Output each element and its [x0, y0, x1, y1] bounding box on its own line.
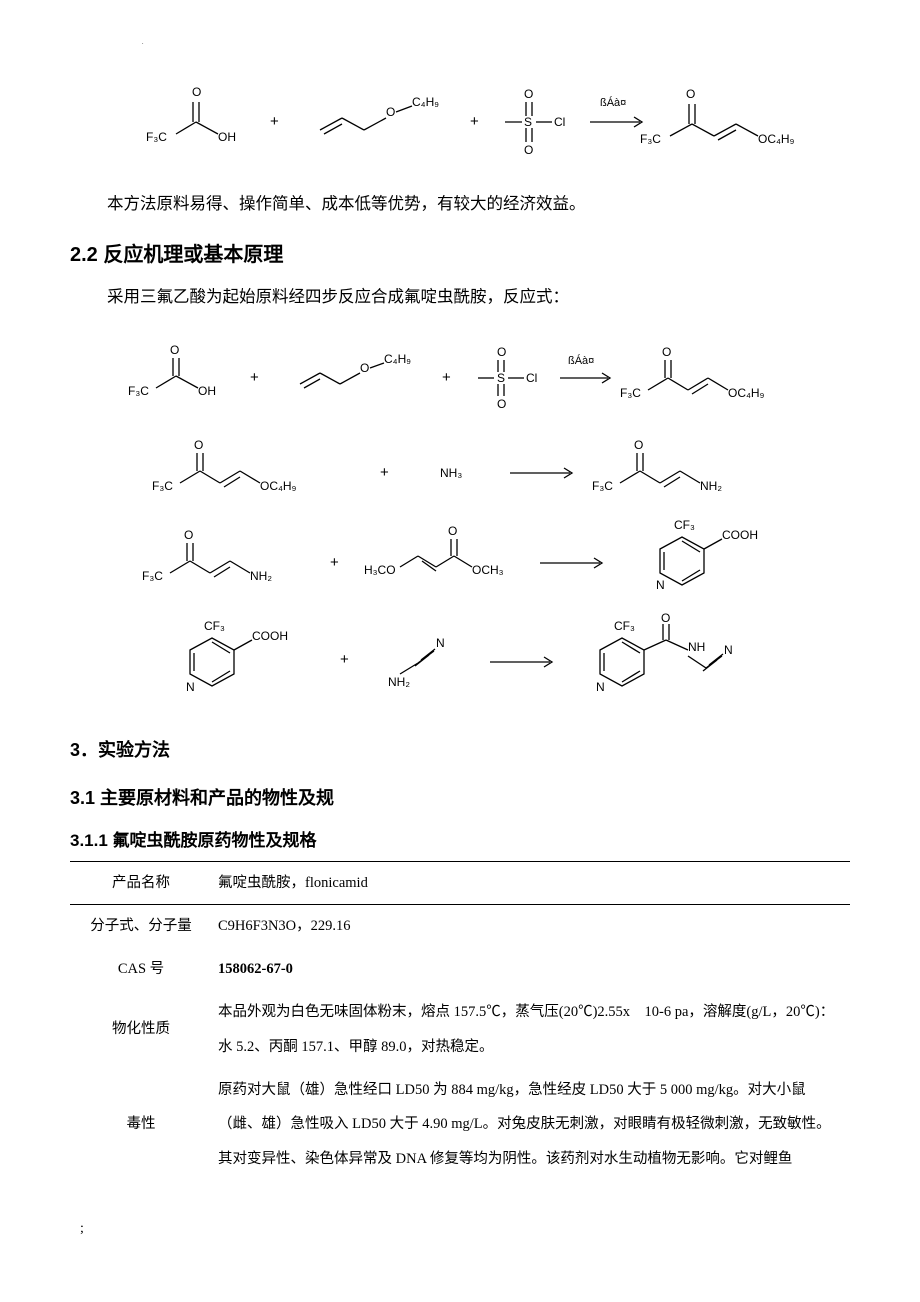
- lbl-oc4h9-2: OC₄H₉: [758, 132, 795, 146]
- r1-s: S: [497, 371, 505, 385]
- lbl-oh: OH: [218, 130, 236, 144]
- r1-o3: O: [497, 345, 506, 359]
- r1-oc4h9: OC₄H₉: [728, 386, 765, 400]
- reaction-scheme-4step: F₃C O OH + O C₄H₉ +: [70, 336, 850, 711]
- lbl-o3: O: [524, 87, 533, 101]
- heading-2-2: 2.2 反应机理或基本原理: [70, 238, 850, 267]
- r1-o2: O: [360, 361, 369, 375]
- tbl-label: 毒性: [70, 1069, 212, 1181]
- tbl-value: 原药对大鼠（雄）急性经口 LD50 为 884 mg/kg，急性经皮 LD50 …: [212, 1069, 850, 1181]
- lbl-s: S: [524, 115, 532, 129]
- properties-table: 产品名称 氟啶虫酰胺，flonicamid 分子式、分子量 C9H6F3N3O，…: [70, 861, 850, 1181]
- table-row: 物化性质 本品外观为白色无味固体粉末，熔点 157.5℃，蒸气压(20℃)2.5…: [70, 991, 850, 1069]
- top-bullet: .: [70, 40, 850, 46]
- lbl-f3c2: F₃C: [640, 132, 661, 146]
- tbl-label: 产品名称: [70, 861, 212, 905]
- r2-nh3: NH₃: [440, 466, 462, 480]
- r2-oc4h9: OC₄H₉: [260, 479, 297, 493]
- r3-nh2: NH₂: [250, 569, 272, 583]
- r1-f3c2: F₃C: [620, 386, 641, 400]
- r1-c4h9: C₄H₉: [384, 352, 411, 366]
- lbl-o2: O: [386, 105, 395, 119]
- lbl-o4: O: [524, 143, 533, 156]
- lbl-f3c: F₃C: [146, 130, 167, 144]
- r3-f3c: F₃C: [142, 569, 163, 583]
- r3-n: N: [656, 578, 665, 592]
- r1-o: O: [170, 343, 179, 357]
- r2-nh2: NH₂: [700, 479, 722, 493]
- r3-cf3: CF₃: [674, 518, 695, 532]
- r1-o4: O: [497, 397, 506, 411]
- heading-3: 3．实验方法: [70, 736, 850, 762]
- footer-semicolon: ;: [70, 1221, 850, 1237]
- r4-p: +: [340, 651, 349, 668]
- r1-o5: O: [662, 345, 671, 359]
- r2-f3c: F₃C: [152, 479, 173, 493]
- r3-o: O: [184, 528, 193, 542]
- tbl-value: 158062-67-0: [212, 948, 850, 991]
- lbl-cl: Cl: [554, 115, 565, 129]
- r4-n: N: [186, 680, 195, 694]
- r4-cn: N: [724, 643, 733, 657]
- r2-f3c2: F₃C: [592, 479, 613, 493]
- heading-3-1-1: 3.1.1 氟啶虫酰胺原药物性及规格: [70, 826, 850, 851]
- r1-p1: +: [250, 369, 259, 386]
- r1-oh: OH: [198, 384, 216, 398]
- table-row: 分子式、分子量 C9H6F3N3O，229.16: [70, 905, 850, 948]
- lbl-o: O: [192, 85, 201, 99]
- lbl-reflux: ßÁà¤: [600, 96, 626, 109]
- plus-1b: +: [470, 113, 479, 130]
- r2-o2: O: [634, 438, 643, 452]
- r3-p: +: [330, 554, 339, 571]
- table-row: 产品名称 氟啶虫酰胺，flonicamid: [70, 861, 850, 905]
- r2-p: +: [380, 464, 389, 481]
- reaction-diagram-1: F₃C O OH + O C₄H₉ +: [70, 66, 850, 161]
- r3-och3: OCH₃: [472, 563, 504, 577]
- r4-cf3: CF₃: [204, 619, 225, 633]
- r4-n3: N: [596, 680, 605, 694]
- table-row: 毒性 原药对大鼠（雄）急性经口 LD50 为 884 mg/kg，急性经皮 LD…: [70, 1069, 850, 1181]
- tbl-value: C9H6F3N3O，229.16: [212, 905, 850, 948]
- r4-cf3b: CF₃: [614, 619, 635, 633]
- r4-cooh: COOH: [252, 629, 288, 643]
- r4-nh2: NH₂: [388, 675, 410, 689]
- lbl-o5: O: [686, 87, 695, 101]
- r4-n2: N: [436, 636, 445, 650]
- table-row: CAS 号 158062-67-0: [70, 948, 850, 991]
- r1-refl: ßÁà¤: [568, 354, 594, 367]
- r4-o: O: [661, 611, 670, 625]
- r1-cl: Cl: [526, 371, 537, 385]
- intro-text: 本方法原料易得、操作简单、成本低等优势，有较大的经济效益。: [70, 186, 850, 222]
- plus-1a: +: [270, 113, 279, 130]
- r1-f3c: F₃C: [128, 384, 149, 398]
- r3-cooh: COOH: [722, 528, 758, 542]
- lbl-c4h9: C₄H₉: [412, 95, 439, 109]
- body-2-2: 采用三氟乙酸为起始原料经四步反应合成氟啶虫酰胺，反应式：: [70, 279, 850, 315]
- r1-p2: +: [442, 369, 451, 386]
- r3-o2: O: [448, 524, 457, 538]
- r2-o: O: [194, 438, 203, 452]
- tbl-value: 氟啶虫酰胺，flonicamid: [212, 861, 850, 905]
- r4-nh: NH: [688, 640, 705, 654]
- heading-3-1: 3.1 主要原材料和产品的物性及规: [70, 784, 850, 810]
- tbl-label: CAS 号: [70, 948, 212, 991]
- tbl-value: 本品外观为白色无味固体粉末，熔点 157.5℃，蒸气压(20℃)2.55x 10…: [212, 991, 850, 1069]
- r3-h3co: H₃CO: [364, 563, 396, 577]
- tbl-label: 分子式、分子量: [70, 905, 212, 948]
- tbl-label: 物化性质: [70, 991, 212, 1069]
